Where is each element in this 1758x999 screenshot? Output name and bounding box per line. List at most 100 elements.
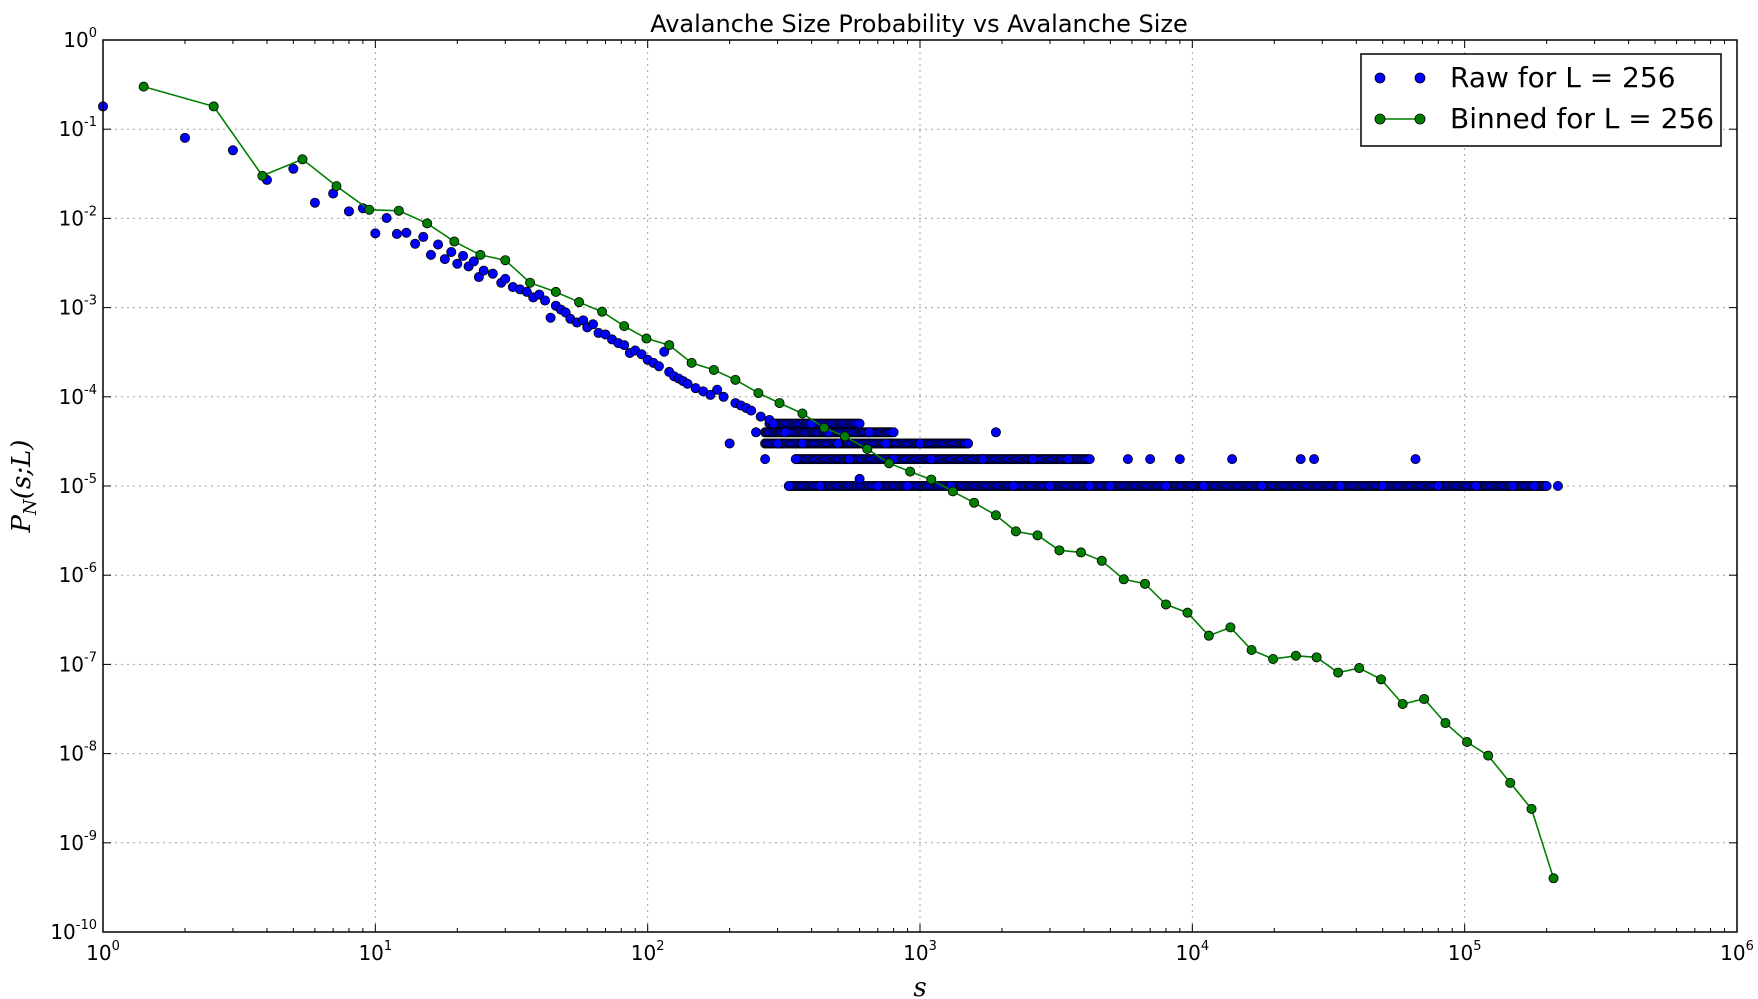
raw-point — [718, 391, 729, 402]
raw-point — [864, 427, 875, 438]
binned-point — [208, 101, 219, 112]
raw-point — [755, 411, 766, 422]
binned-point — [753, 388, 764, 399]
raw-point — [768, 418, 779, 429]
raw-point — [418, 231, 429, 242]
raw-point — [425, 249, 436, 260]
raw-point — [659, 346, 670, 357]
binned-point — [1203, 630, 1214, 641]
x-tick-label: 101 — [358, 939, 392, 965]
raw-point — [534, 289, 545, 300]
raw-point — [815, 480, 826, 491]
binned-point — [597, 306, 608, 317]
legend-box — [1360, 53, 1722, 147]
binned-point — [331, 181, 342, 192]
raw-point — [962, 438, 973, 449]
raw-point — [1541, 480, 1552, 491]
raw-point — [391, 228, 402, 239]
binned-point — [686, 357, 697, 368]
raw-point — [288, 163, 299, 174]
raw-point — [401, 227, 412, 238]
binned-point — [819, 422, 830, 433]
y-tick-label: 10-4 — [59, 383, 97, 409]
raw-point — [653, 361, 664, 372]
binned-point — [1483, 750, 1494, 761]
legend-binned-label: Binned for L = 256 — [1450, 102, 1714, 135]
plot-frame — [102, 39, 1738, 933]
binned-point — [884, 458, 895, 469]
binned-point — [1505, 777, 1516, 788]
raw-point — [1410, 454, 1421, 465]
raw-point — [902, 480, 913, 491]
raw-point — [545, 312, 556, 323]
raw-point — [1122, 454, 1133, 465]
raw-point — [468, 256, 479, 267]
binned-point — [1160, 599, 1171, 610]
binned-point — [138, 81, 149, 92]
binned-point — [1118, 574, 1129, 585]
raw-point — [410, 238, 421, 249]
raw-point — [478, 265, 489, 276]
binned-point — [1526, 803, 1537, 814]
binned-point — [574, 297, 585, 308]
raw-point — [370, 228, 381, 239]
legend-binned-marker-1 — [1374, 113, 1386, 125]
raw-point — [977, 454, 988, 465]
raw-point — [1377, 480, 1388, 491]
raw-point — [888, 427, 899, 438]
x-tick-label: 100 — [86, 939, 120, 965]
raw-point — [343, 206, 354, 217]
raw-point — [705, 389, 716, 400]
binned-point — [708, 364, 719, 375]
binned-series — [138, 81, 1559, 884]
binned-point — [1397, 698, 1408, 709]
binned-point — [774, 398, 785, 409]
binned-point — [449, 236, 460, 247]
binned-point — [1440, 718, 1451, 729]
binned-point — [1354, 663, 1365, 674]
y-tick-labels: 100 10-1 10-2 10-3 10-4 10-5 10-6 10-7 10-8 10-9 1… — [50, 26, 97, 944]
binned-point — [1548, 873, 1559, 884]
raw-point — [381, 213, 392, 224]
raw-point — [1084, 480, 1095, 491]
binned-point — [500, 255, 511, 266]
binned-point — [475, 249, 486, 260]
chart-title: Avalanche Size Probability vs Avalanche … — [650, 10, 1188, 38]
x-tick-labels: 100 101 102 103 104 105 106 — [86, 939, 1754, 965]
raw-point — [1145, 454, 1156, 465]
y-tick-label: 10-6 — [59, 561, 97, 587]
raw-series — [98, 101, 1563, 491]
binned-point — [1075, 547, 1086, 558]
binned-point — [641, 333, 652, 344]
y-tick-label: 10-1 — [59, 115, 97, 141]
binned-point — [525, 277, 536, 288]
raw-point — [1227, 454, 1238, 465]
raw-point — [1507, 480, 1518, 491]
binned-point — [422, 218, 433, 229]
binned-point — [1054, 545, 1065, 556]
raw-point — [724, 438, 735, 449]
raw-point — [990, 427, 1001, 438]
raw-point — [227, 145, 238, 156]
raw-point — [500, 273, 511, 284]
raw-point — [712, 384, 723, 395]
raw-point — [926, 454, 937, 465]
binned-point — [1333, 667, 1344, 678]
raw-point — [588, 319, 599, 330]
raw-point — [1470, 480, 1481, 491]
raw-point — [682, 378, 693, 389]
x-tick-label: 102 — [631, 939, 665, 965]
y-tick-label: 100 — [63, 26, 97, 52]
binned-point — [1290, 650, 1301, 661]
binned-point — [1182, 607, 1193, 618]
y-tick-label: 10-5 — [59, 472, 97, 498]
binned-point — [1268, 653, 1279, 664]
x-tick-label: 104 — [1175, 939, 1209, 965]
raw-point — [772, 438, 783, 449]
raw-point — [1256, 480, 1267, 491]
raw-point — [1028, 454, 1039, 465]
binned-point — [664, 340, 675, 351]
raw-point — [833, 438, 844, 449]
raw-point — [915, 438, 926, 449]
raw-point — [433, 239, 444, 250]
